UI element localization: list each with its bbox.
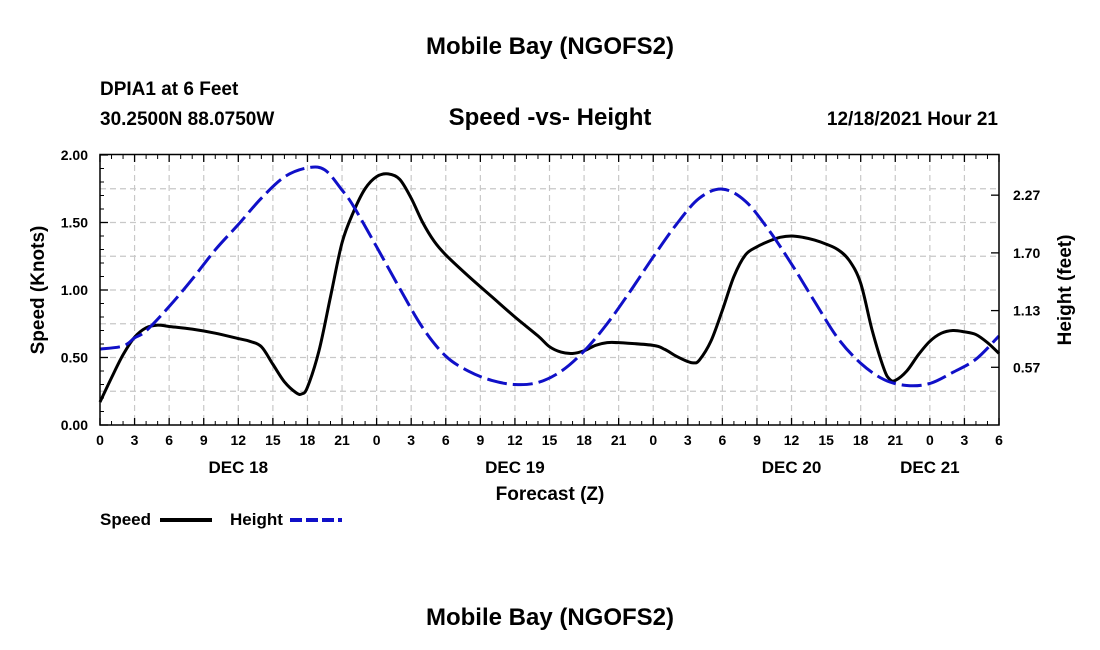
y-axis-ticks: 0.00 0.50 1.00 1.50 2.00 0.57 1.13 1.70 2.27 <box>61 147 1041 433</box>
x-day-label: DEC 18 <box>209 458 269 477</box>
x-tick-label: 6 <box>718 432 726 448</box>
x-tick-label: 3 <box>961 432 969 448</box>
chart-subtitle: Speed -vs- Height <box>449 104 652 131</box>
series-line-height <box>99 165 1001 388</box>
y-right-tick-label: 1.70 <box>1013 245 1040 261</box>
x-tick-label: 0 <box>649 432 657 448</box>
y-axis-right-title: Height (feet) <box>1055 235 1076 346</box>
legend-label-speed: Speed <box>100 510 151 529</box>
y-right-tick-label: 1.13 <box>1013 303 1040 319</box>
x-tick-label: 12 <box>784 432 800 448</box>
x-tick-label: 15 <box>818 432 834 448</box>
x-tick-label: 18 <box>853 432 869 448</box>
x-day-label: DEC 21 <box>900 458 960 477</box>
station-label: DPIA1 at 6 Feet <box>100 79 239 100</box>
x-tick-label: 18 <box>576 432 592 448</box>
y-right-tick-label: 2.27 <box>1013 187 1040 203</box>
x-day-label: DEC 20 <box>762 458 822 477</box>
legend-label-height: Height <box>230 510 283 529</box>
series-layer <box>98 165 1001 403</box>
x-tick-label: 15 <box>542 432 558 448</box>
y-right-tick-label: 0.57 <box>1013 359 1040 375</box>
y-left-tick-label: 1.50 <box>61 215 88 231</box>
x-tick-label: 21 <box>334 432 350 448</box>
x-tick-label: 12 <box>231 432 247 448</box>
x-tick-label: 12 <box>507 432 523 448</box>
x-tick-label: 0 <box>373 432 381 448</box>
y-left-tick-label: 2.00 <box>61 147 88 163</box>
x-tick-label: 21 <box>887 432 903 448</box>
repeated-chart-title: Mobile Bay (NGOFS2) <box>426 604 674 631</box>
y-left-tick-label: 0.50 <box>61 350 88 366</box>
x-tick-label: 3 <box>684 432 692 448</box>
y-left-tick-label: 0.00 <box>61 417 88 433</box>
coordinates-label: 30.2500N 88.0750W <box>100 109 274 130</box>
x-tick-label: 9 <box>200 432 208 448</box>
x-tick-label: 6 <box>165 432 173 448</box>
plot-frame <box>99 153 1000 426</box>
chart-title: Mobile Bay (NGOFS2) <box>426 33 674 60</box>
x-tick-label: 9 <box>476 432 484 448</box>
x-axis-title: Forecast (Z) <box>496 484 605 505</box>
x-tick-label: 18 <box>300 432 316 448</box>
forecast-timestamp: 12/18/2021 Hour 21 <box>827 109 999 130</box>
x-tick-label: 3 <box>407 432 415 448</box>
x-tick-label: 6 <box>995 432 1003 448</box>
legend: Speed Height <box>100 510 342 529</box>
x-tick-label: 21 <box>611 432 627 448</box>
y-axis-left-title: Speed (Knots) <box>28 226 49 355</box>
x-day-label: DEC 19 <box>485 458 545 477</box>
x-tick-label: 0 <box>96 432 104 448</box>
x-axis-ticks: 0 3 6 9 12 15 18 21 0 3 6 9 12 15 18 21 0 3 6 9 12 15 18 21 0 3 6 D… <box>96 155 1003 477</box>
x-tick-label: 15 <box>265 432 281 448</box>
x-tick-label: 9 <box>753 432 761 448</box>
x-tick-label: 6 <box>442 432 450 448</box>
y-left-tick-label: 1.00 <box>61 282 88 298</box>
x-tick-label: 0 <box>926 432 934 448</box>
x-tick-label: 3 <box>131 432 139 448</box>
